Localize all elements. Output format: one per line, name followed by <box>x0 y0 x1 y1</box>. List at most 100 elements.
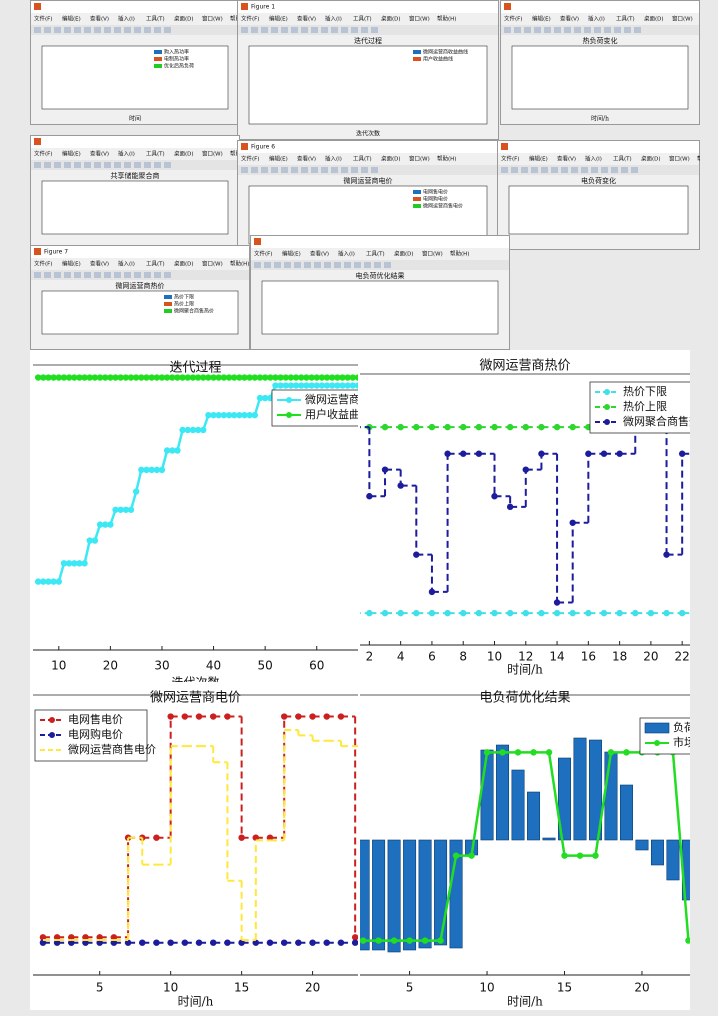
toolbar-button <box>104 27 111 33</box>
x-tick-label: 2 <box>366 650 374 664</box>
marker <box>295 713 301 719</box>
toolbar-button <box>371 27 378 33</box>
marker <box>444 610 450 616</box>
menu-item: 查看(V) <box>560 15 579 23</box>
toolbar-button <box>124 27 131 33</box>
title-bar <box>498 141 699 153</box>
marker <box>422 937 428 943</box>
figure-window: 文件(F)编辑(E)查看(V)插入(I)工具(T)桌面(D)窗口(W)帮助(H)… <box>31 1 250 125</box>
menu-item: 窗口(W) <box>202 260 223 268</box>
toolbar-button <box>104 162 111 168</box>
menu-item: 查看(V) <box>297 15 316 23</box>
marker <box>107 521 113 527</box>
marker <box>196 713 202 719</box>
plot-title: 迭代过程 <box>354 36 382 45</box>
legend-swatch <box>154 64 162 68</box>
marker <box>453 852 459 858</box>
bar <box>620 785 632 840</box>
marker <box>663 551 669 557</box>
marker <box>507 610 513 616</box>
menu-item: 窗口(W) <box>409 15 430 23</box>
toolbar-button <box>324 262 331 268</box>
toolbar-button <box>504 27 511 33</box>
toolbar-button <box>74 162 81 168</box>
marker <box>366 493 372 499</box>
legend-swatch <box>164 309 172 313</box>
marker <box>182 713 188 719</box>
toolbar-button <box>301 167 308 173</box>
marker <box>238 834 244 840</box>
toolbar-button <box>561 167 568 173</box>
legend-swatch <box>154 57 162 61</box>
marker <box>444 451 450 457</box>
toolbar-button <box>241 27 248 33</box>
toolbar-button <box>124 162 131 168</box>
marker <box>81 560 87 566</box>
legend-label: 热价上限 <box>623 400 667 413</box>
menu-item: 插入(I) <box>325 155 342 163</box>
toolbar-button <box>334 262 341 268</box>
menu-item: 编辑(E) <box>529 155 548 163</box>
x-axis-label: 时间/h <box>507 995 543 1009</box>
marker <box>413 610 419 616</box>
menu-item: 工具(T) <box>353 156 372 163</box>
marker <box>167 713 173 719</box>
toolbar-button <box>314 262 321 268</box>
plot-title: 电负荷变化 <box>581 176 616 185</box>
x-tick-label: 30 <box>154 659 169 673</box>
marker <box>554 424 560 430</box>
window-icon <box>241 143 248 150</box>
marker <box>252 412 258 418</box>
menu-item: 文件(F) <box>34 260 52 268</box>
marker <box>523 610 529 616</box>
menu-item: 编辑(E) <box>269 15 288 23</box>
plot-title: 热负荷变化 <box>583 36 618 45</box>
menu-item: 编辑(E) <box>62 15 81 23</box>
toolbar-button <box>531 167 538 173</box>
toolbar-button <box>584 27 591 33</box>
menu-item: 编辑(E) <box>62 260 81 268</box>
marker <box>507 424 513 430</box>
plot-area <box>512 46 688 109</box>
menu-item: 查看(V) <box>297 155 316 163</box>
x-tick-label: 16 <box>581 650 596 664</box>
legend-label: 电网售电价 <box>68 712 123 726</box>
x-tick-label: 4 <box>397 650 405 664</box>
menu-item: 插入(I) <box>588 15 605 23</box>
x-tick-label: 15 <box>557 981 572 995</box>
toolbar-button <box>621 167 628 173</box>
toolbar-button <box>311 27 318 33</box>
legend-label: 热价上限 <box>174 301 194 308</box>
bar <box>419 840 431 948</box>
plot-area <box>42 181 228 234</box>
x-tick-label: 10 <box>163 981 178 995</box>
toolbar-button <box>331 27 338 33</box>
legend-marker <box>49 717 55 723</box>
bar <box>543 838 555 840</box>
window-title: Figure 1 <box>251 4 275 11</box>
title-bar <box>501 1 699 13</box>
toolbar-button <box>284 262 291 268</box>
toolbar-button <box>631 167 638 173</box>
marker <box>601 451 607 457</box>
toolbar-button <box>261 167 268 173</box>
menu-item: 桌面(D) <box>381 155 401 163</box>
marker <box>444 424 450 430</box>
toolbar-button <box>34 272 41 278</box>
toolbar-button <box>154 272 161 278</box>
toolbar-button <box>501 167 508 173</box>
marker <box>324 713 330 719</box>
marker <box>437 937 443 943</box>
title-bar <box>238 1 498 13</box>
menu-item: 查看(V) <box>310 250 329 258</box>
x-tick-label: 5 <box>406 981 414 995</box>
marker <box>476 610 482 616</box>
chart-panel: 102030405060迭代过程迭代次数微网运营商收益曲线用户收益曲线 <box>33 352 404 690</box>
marker <box>476 424 482 430</box>
toolbar-button <box>144 162 151 168</box>
chart-title: 迭代过程 <box>169 361 221 376</box>
toolbar-button <box>294 262 301 268</box>
toolbar-button <box>241 167 248 173</box>
toolbar-button <box>291 167 298 173</box>
window-icon <box>501 143 508 150</box>
